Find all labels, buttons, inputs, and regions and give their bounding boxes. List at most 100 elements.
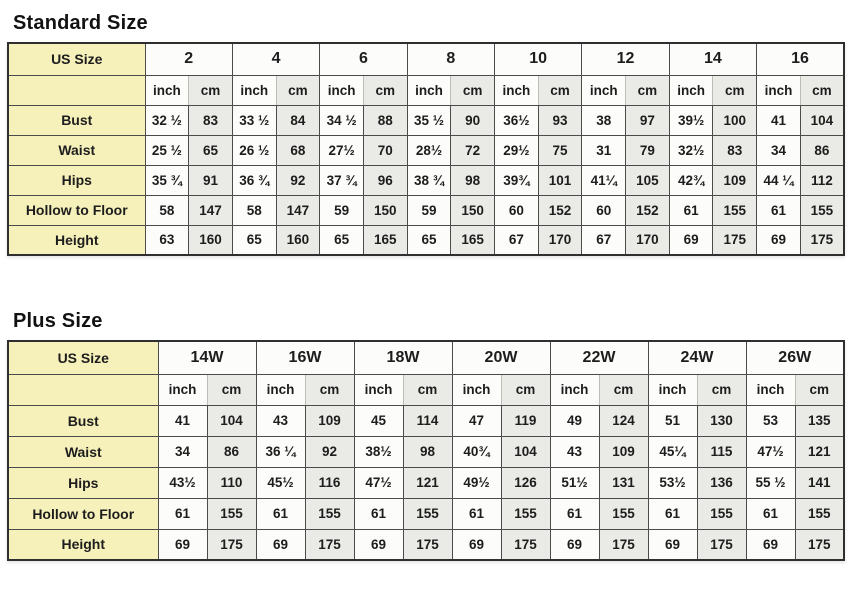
measurement-row: Waist 25 ½ 65 26 ½ 68 27½ 70 28½ 72 29½ 75 31 79 32½ 8… bbox=[7, 134, 845, 166]
unit-cm-cell: cm bbox=[794, 373, 845, 406]
value-inch-cell: 65 bbox=[406, 224, 452, 256]
value-cm-cell: 90 bbox=[450, 104, 495, 136]
value-inch-cell: 55 ½ bbox=[745, 466, 796, 499]
value-inch-cell: 36 ¼ bbox=[255, 435, 306, 468]
value-cm-cell: 155 bbox=[696, 497, 747, 530]
unit-header-row: inch cm inch cm inch cm inch cm inch cm inch cm inch… bbox=[7, 373, 845, 406]
size-header-cell: 14 bbox=[668, 42, 758, 76]
measurement-row: Bust 32 ½ 83 33 ½ 84 34 ½ 88 35 ½ 90 36½ 93 38 97 39½… bbox=[7, 104, 845, 136]
value-cm-cell: 155 bbox=[799, 194, 845, 226]
value-inch-cell: 28½ bbox=[406, 134, 452, 166]
value-cm-cell: 83 bbox=[712, 134, 758, 166]
value-inch-cell: 35 ¾ bbox=[144, 164, 190, 196]
unit-inch-cell: inch bbox=[144, 74, 190, 106]
unit-inch-cell: inch bbox=[406, 74, 452, 106]
unit-cm-cell: cm bbox=[500, 373, 551, 406]
size-header-cell: 16 bbox=[756, 42, 845, 76]
value-inch-cell: 40¾ bbox=[451, 435, 502, 468]
value-inch-cell: 31 bbox=[581, 134, 627, 166]
measurement-row: Hollow to Floor 61 155 61 155 61 155 61 155 61 155… bbox=[7, 497, 845, 530]
value-inch-cell: 53½ bbox=[647, 466, 698, 499]
value-inch-cell: 41 bbox=[157, 404, 208, 437]
value-cm-cell: 175 bbox=[402, 528, 453, 561]
unit-inch-cell: inch bbox=[255, 373, 306, 406]
standard-size-table: US Size 2 4 6 8 10 12 14 16 inch cm inch cm inch cm inc… bbox=[7, 42, 845, 256]
value-inch-cell: 67 bbox=[581, 224, 627, 256]
value-cm-cell: 96 bbox=[362, 164, 408, 196]
unit-inch-cell: inch bbox=[647, 373, 698, 406]
value-inch-cell: 35 ½ bbox=[406, 104, 452, 136]
value-cm-cell: 170 bbox=[537, 224, 583, 256]
empty-label-cell bbox=[7, 74, 146, 106]
value-cm-cell: 121 bbox=[794, 435, 845, 468]
value-inch-cell: 43½ bbox=[157, 466, 208, 499]
value-cm-cell: 86 bbox=[206, 435, 257, 468]
value-cm-cell: 100 bbox=[712, 104, 758, 136]
unit-cm-cell: cm bbox=[696, 373, 747, 406]
plus-size-title: Plus Size bbox=[13, 310, 103, 332]
value-inch-cell: 69 bbox=[451, 528, 502, 561]
value-inch-cell: 29½ bbox=[494, 134, 539, 166]
standard-size-section: Standard Size US Size 2 4 6 8 10 12 14 16 inch cm i… bbox=[0, 12, 850, 256]
value-inch-cell: 58 bbox=[144, 194, 190, 226]
value-cm-cell: 155 bbox=[712, 194, 758, 226]
value-cm-cell: 131 bbox=[598, 466, 649, 499]
unit-inch-cell: inch bbox=[157, 373, 208, 406]
value-cm-cell: 124 bbox=[598, 404, 649, 437]
value-cm-cell: 165 bbox=[362, 224, 408, 256]
size-header-cell: 8 bbox=[406, 42, 496, 76]
value-inch-cell: 51½ bbox=[549, 466, 600, 499]
value-cm-cell: 141 bbox=[794, 466, 845, 499]
unit-cm-cell: cm bbox=[402, 373, 453, 406]
us-size-corner-cell: US Size bbox=[7, 340, 159, 375]
value-cm-cell: 109 bbox=[304, 404, 355, 437]
value-cm-cell: 155 bbox=[206, 497, 257, 530]
value-cm-cell: 152 bbox=[537, 194, 583, 226]
value-cm-cell: 112 bbox=[799, 164, 845, 196]
size-header-cell: 20W bbox=[451, 340, 551, 375]
value-cm-cell: 175 bbox=[794, 528, 845, 561]
size-header-row: US Size 14W 16W 18W 20W 22W 24W 26W bbox=[7, 340, 845, 375]
value-inch-cell: 36½ bbox=[494, 104, 539, 136]
value-inch-cell: 53 bbox=[745, 404, 796, 437]
value-inch-cell: 58 bbox=[231, 194, 277, 226]
value-cm-cell: 175 bbox=[799, 224, 845, 256]
value-cm-cell: 88 bbox=[362, 104, 408, 136]
value-inch-cell: 49½ bbox=[451, 466, 502, 499]
value-cm-cell: 147 bbox=[188, 194, 233, 226]
value-inch-cell: 61 bbox=[157, 497, 208, 530]
value-inch-cell: 34 bbox=[157, 435, 208, 468]
value-cm-cell: 92 bbox=[304, 435, 355, 468]
unit-cm-cell: cm bbox=[188, 74, 233, 106]
size-header-cell: 22W bbox=[549, 340, 649, 375]
value-inch-cell: 69 bbox=[756, 224, 801, 256]
size-header-row: US Size 2 4 6 8 10 12 14 16 bbox=[7, 42, 845, 76]
value-cm-cell: 175 bbox=[500, 528, 551, 561]
value-inch-cell: 63 bbox=[144, 224, 190, 256]
value-cm-cell: 83 bbox=[188, 104, 233, 136]
value-cm-cell: 175 bbox=[712, 224, 758, 256]
plus-size-table: US Size 14W 16W 18W 20W 22W 24W 26W inch cm inch cm… bbox=[7, 340, 845, 561]
value-inch-cell: 38 ¾ bbox=[406, 164, 452, 196]
value-inch-cell: 47 bbox=[451, 404, 502, 437]
value-inch-cell: 67 bbox=[494, 224, 539, 256]
row-label-cell: Bust bbox=[7, 104, 146, 136]
value-inch-cell: 39½ bbox=[668, 104, 714, 136]
value-cm-cell: 114 bbox=[402, 404, 453, 437]
value-inch-cell: 69 bbox=[353, 528, 404, 561]
measurement-row: Hips 35 ¾ 91 36 ¾ 92 37 ¾ 96 38 ¾ 98 39¾ 101 41¼ 105… bbox=[7, 164, 845, 196]
value-inch-cell: 59 bbox=[319, 194, 364, 226]
size-header-cell: 10 bbox=[493, 42, 583, 76]
value-inch-cell: 32 ½ bbox=[144, 104, 190, 136]
value-inch-cell: 45¼ bbox=[647, 435, 698, 468]
value-cm-cell: 155 bbox=[500, 497, 551, 530]
value-cm-cell: 155 bbox=[402, 497, 453, 530]
value-inch-cell: 43 bbox=[549, 435, 600, 468]
value-cm-cell: 97 bbox=[625, 104, 670, 136]
unit-inch-cell: inch bbox=[231, 74, 277, 106]
value-cm-cell: 155 bbox=[794, 497, 845, 530]
value-cm-cell: 86 bbox=[799, 134, 845, 166]
value-inch-cell: 37 ¾ bbox=[319, 164, 364, 196]
value-inch-cell: 49 bbox=[549, 404, 600, 437]
value-inch-cell: 69 bbox=[668, 224, 714, 256]
